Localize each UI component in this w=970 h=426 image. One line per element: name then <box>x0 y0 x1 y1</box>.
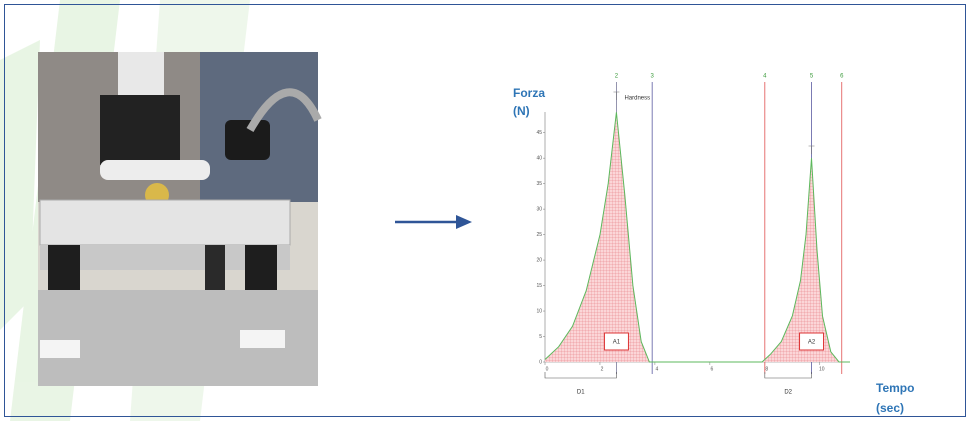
marker-label: 6 <box>840 74 844 80</box>
area-label: A2 <box>808 340 816 346</box>
y-axis-label: Forza <box>513 86 545 100</box>
area-fill <box>545 112 850 362</box>
x-tick-label: 0 <box>546 366 549 372</box>
y-axis-label: (N) <box>513 104 530 118</box>
x-tick-label: 10 <box>819 366 825 372</box>
duration-label: D2 <box>784 390 792 396</box>
duration-bracket <box>545 372 616 378</box>
marker-label: 4 <box>763 74 767 80</box>
peak-tick <box>613 92 619 100</box>
y-tick-label: 5 <box>539 334 542 340</box>
duration-bracket <box>765 372 812 378</box>
x-tick-label: 2 <box>601 366 604 372</box>
peak-label: Hardness <box>624 96 650 102</box>
x-tick-label: 8 <box>765 366 768 372</box>
page: 0510152025303540450246810Forza(N)Tempo(s… <box>0 0 970 421</box>
x-axis-label: (sec) <box>876 401 904 415</box>
y-tick-label: 10 <box>536 308 542 314</box>
marker-label: 2 <box>615 74 619 80</box>
area-label: A1 <box>613 340 621 346</box>
duration-label: D1 <box>577 390 585 396</box>
arrow <box>395 215 472 229</box>
marker-label: 5 <box>810 74 814 80</box>
photo <box>38 52 318 386</box>
y-tick-label: 35 <box>536 181 542 187</box>
y-tick-label: 40 <box>536 155 542 161</box>
y-tick-label: 0 <box>539 359 542 365</box>
y-tick-label: 30 <box>536 206 542 212</box>
y-tick-label: 15 <box>536 283 542 289</box>
peak-tick <box>809 146 815 154</box>
x-axis-label: Tempo <box>876 381 914 395</box>
x-tick-label: 6 <box>710 366 713 372</box>
y-tick-label: 25 <box>536 232 542 238</box>
x-tick-label: 4 <box>656 366 659 372</box>
y-tick-label: 45 <box>536 130 542 136</box>
y-tick-label: 20 <box>536 257 542 263</box>
marker-label: 3 <box>650 74 654 80</box>
